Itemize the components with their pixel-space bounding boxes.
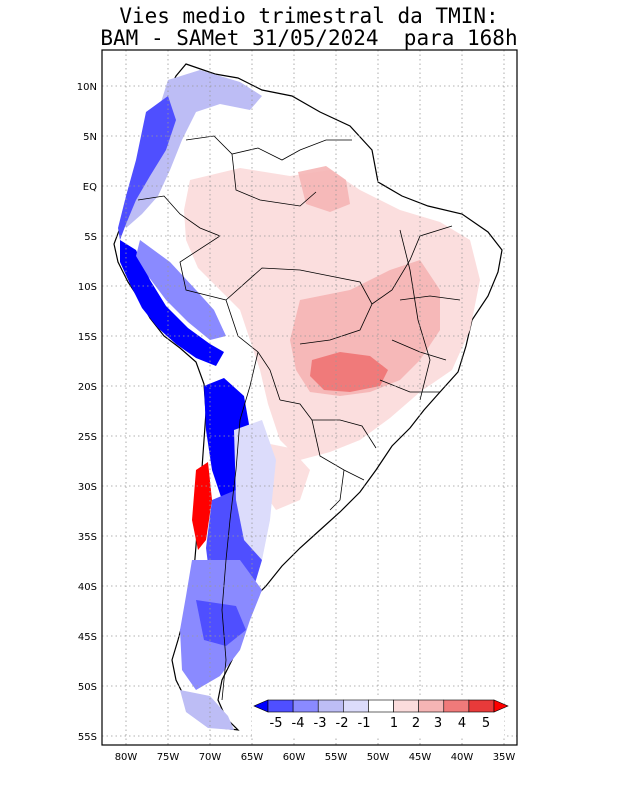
lon-tick-label: 80W xyxy=(115,752,138,763)
colorbar-swatch xyxy=(418,699,445,713)
colorbar-swatch xyxy=(368,699,394,713)
lat-tick-label: 25S xyxy=(78,432,97,443)
colorbar-swatch xyxy=(393,699,419,713)
colorbar: -5 -4 -3 -2 -1 1 2 3 4 5 xyxy=(252,696,509,738)
cold-bias-argentina-light xyxy=(234,420,276,560)
lon-tick-label: 75W xyxy=(157,752,180,763)
warm-bias-strong xyxy=(310,352,388,392)
lat-tick-label: 10N xyxy=(77,82,97,93)
lat-tick-label: 40S xyxy=(78,582,97,593)
latitude-axis: 10N 5N EQ 5S 10S 15S 20S 25S 30S 35S 40S… xyxy=(77,82,97,743)
longitude-axis: 80W 75W 70W 65W 60W 55W 50W 45W 40W 35W xyxy=(115,752,516,763)
lat-tick-label: 55S xyxy=(78,732,97,743)
lon-tick-label: 70W xyxy=(199,752,222,763)
colorbar-label: -3 xyxy=(314,716,327,731)
chart-title-line-1: Vies medio trimestral da TMIN: xyxy=(119,4,499,28)
grid-lines xyxy=(102,50,517,745)
cold-bias-patagonia-deep xyxy=(196,600,246,646)
colorbar-label: 3 xyxy=(434,716,442,731)
lat-tick-label: 15S xyxy=(78,332,97,343)
country-borders xyxy=(137,135,461,701)
lat-tick-label: 50S xyxy=(78,682,97,693)
colorbar-label: 2 xyxy=(412,716,420,731)
lon-tick-label: 45W xyxy=(409,752,432,763)
cold-bias-peru-inland xyxy=(136,240,226,340)
colorbar-label: 5 xyxy=(482,716,490,731)
warm-bias-north xyxy=(298,166,350,212)
lat-tick-label: 45S xyxy=(78,632,97,643)
lat-tick-label: 35S xyxy=(78,532,97,543)
lon-tick-label: 60W xyxy=(283,752,306,763)
lat-tick-label: 30S xyxy=(78,482,97,493)
colorbar-label: -5 xyxy=(270,716,283,731)
lat-tick-label: 5N xyxy=(83,132,97,143)
colorbar-swatch xyxy=(343,699,369,713)
colorbar-label: -1 xyxy=(358,716,371,731)
colorbar-swatch xyxy=(267,699,294,713)
lat-tick-label: 10S xyxy=(78,282,97,293)
colorbar-arrow-right xyxy=(493,699,509,713)
colorbar-swatch xyxy=(468,699,495,713)
colorbar-label: -2 xyxy=(336,716,349,731)
lat-tick-label: EQ xyxy=(83,182,97,193)
colorbar-label: -4 xyxy=(292,716,305,731)
warm-bias-chile xyxy=(192,462,212,550)
colorbar-swatch xyxy=(443,699,470,713)
lat-tick-label: 20S xyxy=(78,382,97,393)
colorbar-labels: -5 -4 -3 -2 -1 1 2 3 4 5 xyxy=(270,716,491,731)
lon-tick-label: 65W xyxy=(241,752,264,763)
chart-title-line-2: BAM - SAMet 31/05/2024 para 168h xyxy=(100,26,518,50)
cold-bias-tierra xyxy=(180,690,234,730)
colorbar-label: 1 xyxy=(390,716,398,731)
colorbar-swatch xyxy=(317,699,344,713)
cold-bias-andes-core xyxy=(118,96,176,240)
map-frame xyxy=(101,49,518,746)
cold-bias-andes-north xyxy=(122,70,262,228)
colorbar-label: 4 xyxy=(458,716,466,731)
colorbar-swatch xyxy=(292,699,319,713)
colorbar-swatches xyxy=(253,699,509,713)
lat-tick-label: 5S xyxy=(84,232,97,243)
lon-tick-label: 35W xyxy=(493,752,516,763)
lon-tick-label: 50W xyxy=(367,752,390,763)
lon-tick-label: 55W xyxy=(325,752,348,763)
lon-tick-label: 40W xyxy=(451,752,474,763)
